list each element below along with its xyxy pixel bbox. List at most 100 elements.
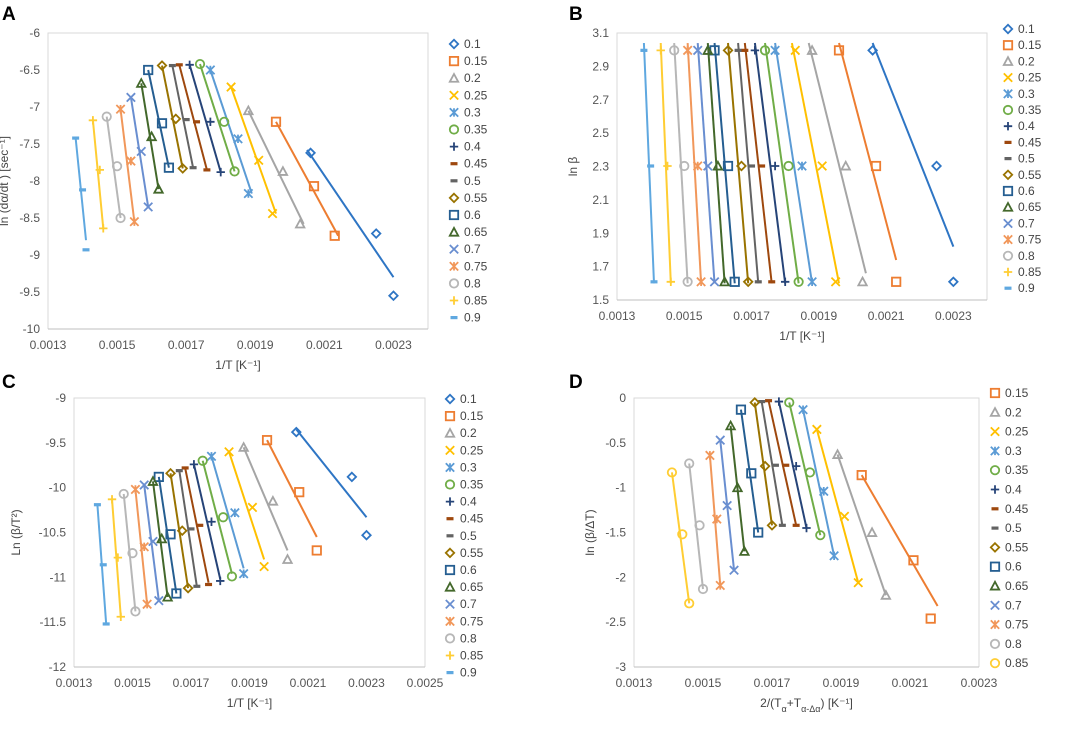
data-point (205, 65, 216, 75)
legend-marker (989, 638, 1001, 650)
x-tick-label: 0.0013 (616, 676, 653, 690)
data-point (705, 450, 715, 461)
legend-label: 0.3 (1005, 444, 1022, 458)
data-point (702, 161, 713, 171)
data-point (139, 480, 150, 490)
legend-marker (991, 507, 999, 511)
legend-label: 0.15 (460, 409, 484, 423)
series-0_35 (194, 58, 240, 177)
y-axis-title: ln (β/ΔT) (583, 509, 597, 555)
legend-marker (1003, 267, 1013, 277)
trend-line (192, 464, 222, 580)
legend: 0.15 0.2 0.25 0.3 0.35 0.4 0.45 0.5 0.55 0.6 0.65 0… (989, 386, 1029, 670)
series-0_5 (175, 469, 201, 588)
legend-label: 0.2 (464, 71, 481, 85)
data-point (780, 277, 790, 287)
trend-line (777, 401, 808, 529)
series-0_7 (126, 92, 154, 212)
x-axis-title: 1/T [K⁻¹] (215, 358, 260, 372)
legend-marker (1002, 250, 1014, 261)
legend-marker (1004, 157, 1012, 161)
legend-label: 0.55 (1005, 540, 1029, 554)
trend-line (659, 42, 672, 284)
legend-label: 0.3 (1018, 87, 1035, 101)
series-0_35 (759, 42, 804, 287)
trend-line (815, 429, 860, 583)
x-tick-label: 0.0017 (173, 676, 210, 690)
y-tick-label: -1 (615, 481, 626, 495)
legend-marker (444, 547, 456, 559)
data-point (161, 590, 174, 602)
series-0_45 (181, 466, 213, 587)
legend-marker (990, 446, 1000, 456)
legend-marker (449, 142, 459, 151)
legend-marker (1002, 40, 1014, 51)
data-point (142, 599, 152, 610)
data-point (197, 455, 208, 466)
y-tick-label: 1.7 (592, 260, 609, 274)
data-point (734, 48, 742, 52)
legend-label: 0.4 (1018, 119, 1035, 133)
series-0_55 (749, 397, 778, 531)
trend-line (134, 489, 149, 605)
series-0_15 (856, 470, 939, 624)
series-0_3 (770, 42, 817, 287)
legend-marker (989, 579, 1001, 591)
legend: 0.1 0.15 0.2 0.25 0.3 0.35 0.4 0.45 0.5 0.55 0.6 0.… (448, 37, 488, 325)
legend-label: 0.75 (1018, 233, 1042, 247)
data-point (729, 565, 739, 575)
data-point (259, 561, 269, 572)
legend-label: 0.9 (460, 666, 477, 680)
legend-label: 0.7 (464, 242, 481, 256)
x-tick-label: 0.0023 (375, 338, 412, 352)
y-tick-label: 2.5 (592, 126, 609, 140)
y-tick-label: -8 (29, 174, 40, 188)
data-point (729, 276, 740, 287)
y-tick-label: -8.5 (19, 211, 40, 225)
data-point (647, 164, 655, 168)
y-tick-label: -10 (49, 481, 67, 495)
series-0_4 (189, 460, 225, 586)
series-0_2 (242, 104, 306, 229)
legend-label: 0.4 (464, 140, 481, 154)
plot-frame (633, 397, 980, 667)
data-point (147, 475, 159, 486)
data-point (782, 463, 790, 467)
data-point (684, 598, 695, 609)
data-point (281, 553, 294, 564)
data-point (771, 463, 779, 467)
data-point (807, 276, 817, 287)
legend-marker (1002, 104, 1014, 116)
trend-line (151, 481, 169, 598)
data-point (226, 571, 238, 582)
series-0_25 (224, 446, 269, 572)
y-tick-label: 1.9 (592, 226, 609, 240)
trend-line (230, 86, 277, 214)
legend-marker (445, 497, 455, 506)
y-tick-label: -10 (23, 322, 41, 336)
data-point (193, 584, 201, 588)
legend-label: 0.55 (460, 546, 484, 560)
legend-marker (989, 658, 1001, 669)
data-point (738, 545, 751, 556)
data-point (152, 183, 165, 194)
data-point (696, 276, 706, 287)
data-point (830, 276, 841, 287)
series-0_5 (734, 42, 762, 284)
data-point (870, 160, 882, 172)
data-point (711, 514, 722, 524)
data-point (774, 397, 784, 406)
data-point (230, 507, 240, 518)
series-0_1 (290, 426, 372, 541)
data-point (329, 230, 340, 241)
series-0_65 (724, 419, 751, 556)
series-0_8 (101, 111, 126, 224)
data-point (663, 161, 672, 171)
legend-marker (448, 226, 460, 237)
trend-line (306, 149, 395, 278)
data-point (82, 248, 90, 252)
legend-label: 0.7 (460, 597, 477, 611)
data-point (143, 202, 154, 212)
data-point (189, 460, 199, 469)
